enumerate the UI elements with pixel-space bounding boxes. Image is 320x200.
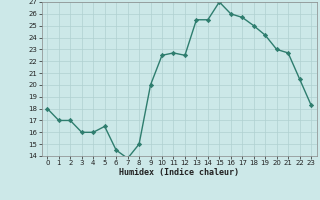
X-axis label: Humidex (Indice chaleur): Humidex (Indice chaleur) <box>119 168 239 177</box>
